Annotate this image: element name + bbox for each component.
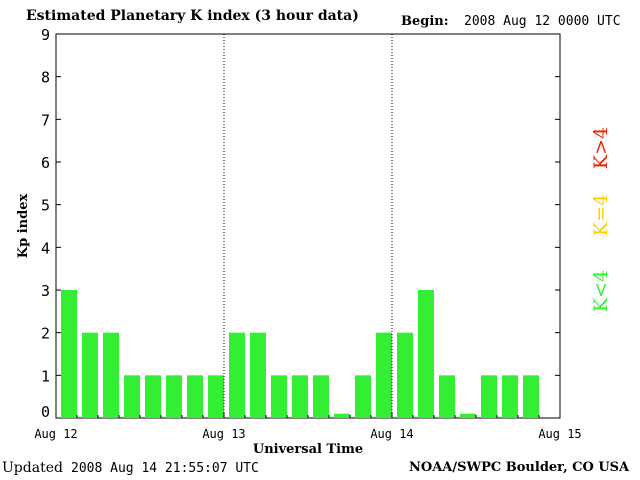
kp-bar — [187, 375, 203, 418]
kp-bar — [523, 375, 539, 418]
legend-entry: K<4 — [590, 270, 612, 312]
kp-bar — [481, 375, 497, 418]
y-tick-label: 6 — [41, 154, 50, 172]
y-tick-label: 7 — [41, 111, 50, 129]
kp-bar — [208, 375, 224, 418]
y-tick-label: 5 — [41, 197, 50, 215]
y-tick-label: 3 — [41, 282, 50, 300]
kp-bar — [124, 375, 140, 418]
y-axis-title: Kp index — [16, 194, 31, 259]
kp-bar — [103, 332, 119, 418]
plot-frame — [55, 33, 561, 419]
y-tick-label: 2 — [41, 325, 50, 343]
kp-bar — [418, 290, 434, 418]
kp-bar — [355, 375, 371, 418]
y-tick-label: 4 — [41, 239, 50, 257]
kp-bar — [439, 375, 455, 418]
y-tick-label: 9 — [41, 26, 50, 44]
legend-entry: K=4 — [590, 194, 612, 236]
x-tick-label: Aug 13 — [202, 427, 245, 441]
x-axis-title: Universal Time — [253, 442, 363, 457]
updated-label: Updated — [2, 460, 63, 476]
kp-bar — [292, 375, 308, 418]
begin-label: Begin: — [401, 14, 449, 29]
kp-bar — [502, 375, 518, 418]
x-tick-label: Aug 14 — [370, 427, 413, 441]
begin-value: 2008 Aug 12 0000 UTC — [464, 14, 621, 29]
kp-bar — [145, 375, 161, 418]
kp-bar — [229, 332, 245, 418]
y-tick-label: 0 — [41, 403, 50, 421]
x-tick-label: Aug 15 — [538, 427, 581, 441]
chart-title: Estimated Planetary K index (3 hour data… — [26, 8, 359, 24]
kp-bar — [61, 290, 77, 418]
kp-bar — [250, 332, 266, 418]
y-tick-label: 8 — [41, 69, 50, 87]
updated-timestamp: 2008 Aug 14 21:55:07 UTC — [71, 461, 259, 476]
kp-bar — [313, 375, 329, 418]
kp-bar — [334, 413, 350, 418]
source-credit: NOAA/SWPC Boulder, CO USA — [409, 460, 630, 475]
legend-entry: K>4 — [590, 127, 612, 169]
x-tick-label: Aug 12 — [34, 427, 77, 441]
kp-bar — [166, 375, 182, 418]
y-tick-label: 1 — [41, 367, 50, 385]
kp-bar — [376, 332, 392, 418]
kp-bar — [460, 413, 476, 418]
kp-bar — [397, 332, 413, 418]
kp-bar — [271, 375, 287, 418]
kp-bar — [82, 332, 98, 418]
